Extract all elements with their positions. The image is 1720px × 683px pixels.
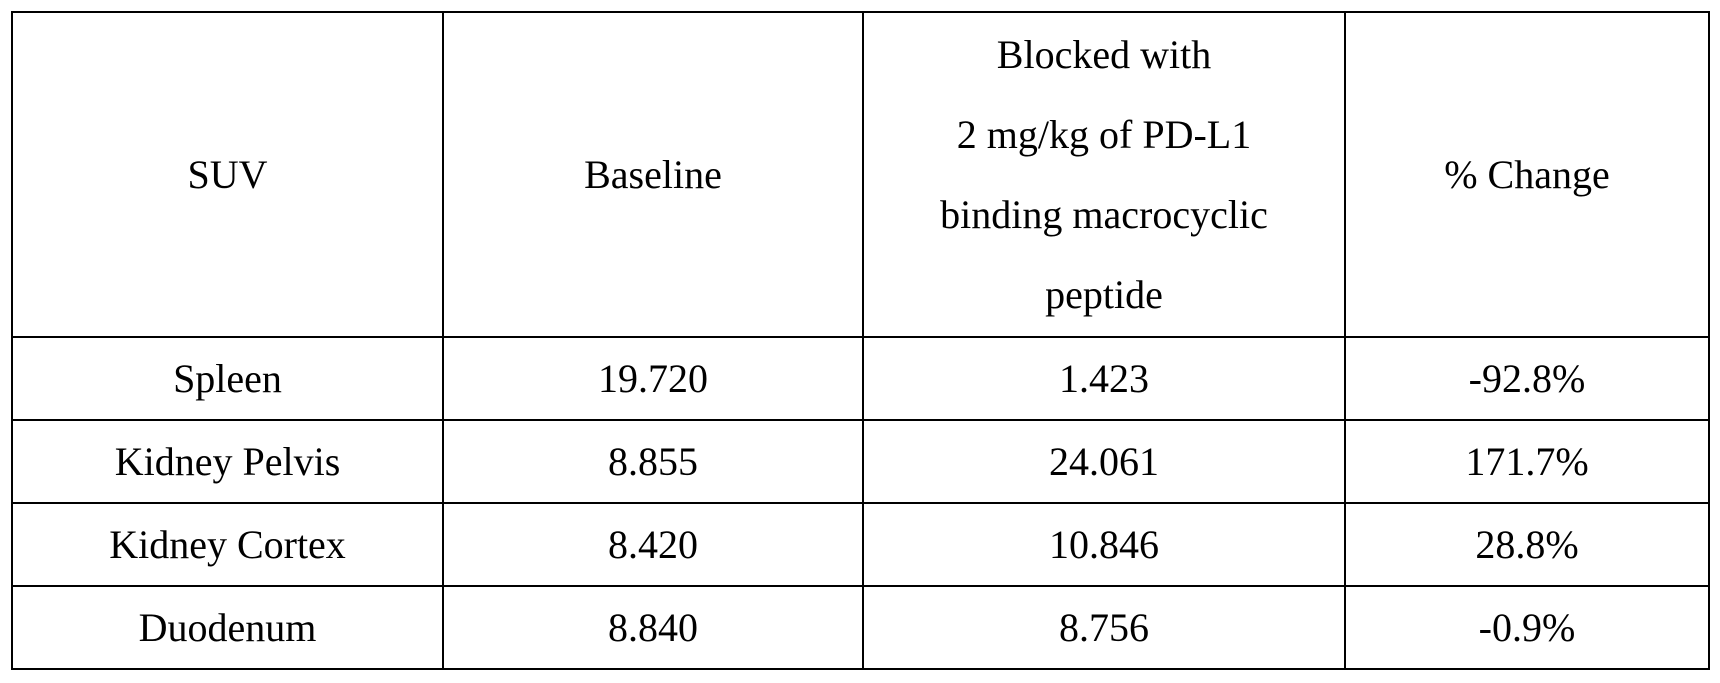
cell-change: -0.9% [1345, 586, 1709, 669]
cell-baseline: 19.720 [443, 337, 863, 420]
header-text: peptide [864, 255, 1344, 335]
cell-change: 28.8% [1345, 503, 1709, 586]
header-blocked: Blocked with 2 mg/kg of PD-L1 binding ma… [863, 12, 1345, 337]
cell-change: -92.8% [1345, 337, 1709, 420]
suv-table: SUV Baseline Blocked with 2 mg/kg of PD-… [11, 11, 1710, 670]
cell-baseline: 8.855 [443, 420, 863, 503]
header-text: 2 mg/kg of PD-L1 [864, 95, 1344, 175]
header-text: SUV [13, 135, 442, 215]
header-baseline: Baseline [443, 12, 863, 337]
cell-blocked: 24.061 [863, 420, 1345, 503]
header-text: binding macrocyclic [864, 175, 1344, 255]
header-percent-change: % Change [1345, 12, 1709, 337]
cell-organ: Spleen [12, 337, 443, 420]
cell-organ: Duodenum [12, 586, 443, 669]
cell-organ: Kidney Pelvis [12, 420, 443, 503]
header-text: Baseline [444, 135, 862, 215]
cell-organ: Kidney Cortex [12, 503, 443, 586]
header-suv: SUV [12, 12, 443, 337]
header-text: % Change [1346, 135, 1708, 215]
cell-blocked: 10.846 [863, 503, 1345, 586]
table-row: Spleen 19.720 1.423 -92.8% [12, 337, 1709, 420]
header-text: Blocked with [864, 15, 1344, 95]
cell-blocked: 8.756 [863, 586, 1345, 669]
cell-baseline: 8.420 [443, 503, 863, 586]
table-row: Duodenum 8.840 8.756 -0.9% [12, 586, 1709, 669]
cell-change: 171.7% [1345, 420, 1709, 503]
table-row: Kidney Pelvis 8.855 24.061 171.7% [12, 420, 1709, 503]
table-row: Kidney Cortex 8.420 10.846 28.8% [12, 503, 1709, 586]
cell-baseline: 8.840 [443, 586, 863, 669]
cell-blocked: 1.423 [863, 337, 1345, 420]
header-row: SUV Baseline Blocked with 2 mg/kg of PD-… [12, 12, 1709, 337]
